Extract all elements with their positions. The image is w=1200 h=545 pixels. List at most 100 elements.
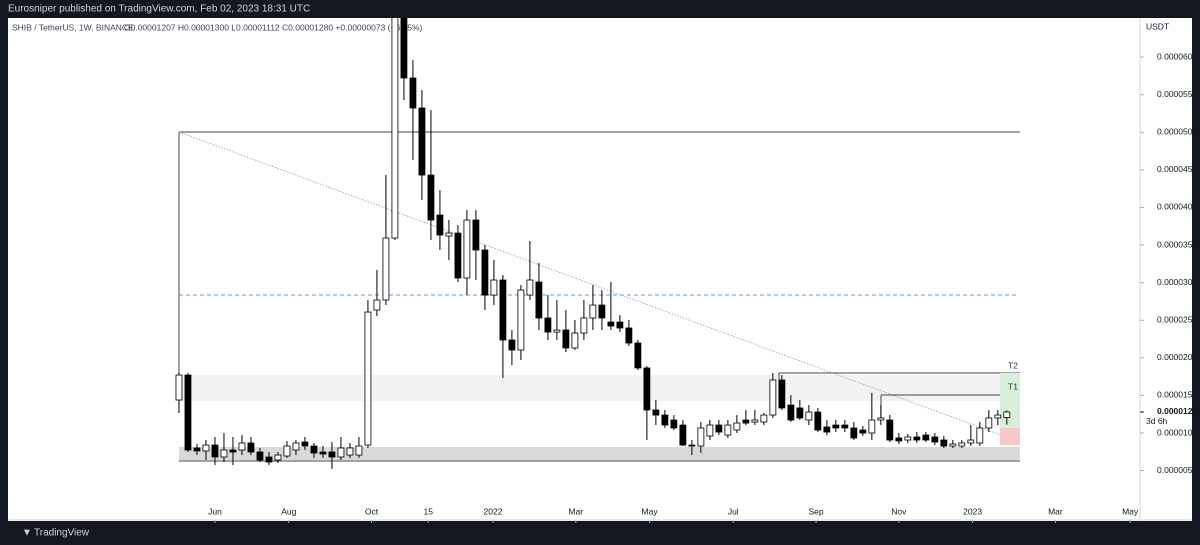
x-tick-label: May [642,506,659,516]
candle-body [706,424,714,437]
y-tick-label: 0.00002000 [1157,352,1200,362]
candle-body [373,299,381,311]
candle-body [886,419,894,441]
candle-body [850,427,858,439]
y-tick-label: 0.00003000 [1157,277,1200,287]
countdown: 3d 6h [1146,416,1168,426]
logo-mark: ▼ [22,528,32,539]
candle-body [562,329,570,349]
candle-body [310,445,318,454]
candle-body [616,321,624,329]
x-tick-label: Jun [208,506,222,516]
y-tick-label: 0.00000500 [1157,465,1200,475]
candle-body [454,232,462,279]
x-tick-label: 15 [423,506,433,516]
candle-body [526,279,534,296]
candle-body [913,436,921,441]
candle-body [859,429,867,434]
candle-body [688,444,696,447]
candle-body [895,437,903,442]
candle-body [184,374,192,451]
candle-body [625,327,633,344]
candle-body [994,414,1002,419]
candle-body [508,339,516,351]
zone-upper [179,375,1020,401]
candle-body [985,417,993,429]
x-tick-label: Nov [891,506,907,516]
candle-body [283,445,291,457]
x-tick-label: Aug [281,506,296,516]
candle-body [319,451,327,455]
candle-body [400,18,408,79]
candle-body [643,367,651,411]
candle-body [229,449,237,453]
candle-body [256,451,264,461]
y-tick-label: 0.00004000 [1157,202,1200,212]
candle-body [841,424,849,429]
candle-body [724,424,732,436]
x-tick-label: Oct [365,506,379,516]
x-tick-label: 2022 [484,506,503,516]
y-tick-label: 0.00002500 [1157,314,1200,324]
candle-body [346,447,354,456]
candle-body [670,419,678,429]
candle-body [445,232,453,237]
y-tick-label: 0.00005000 [1157,127,1200,137]
candle-body [175,374,183,401]
candle-body [598,304,606,319]
last-price-label: 0.00001280 [1157,406,1200,416]
candle-body [769,379,777,416]
candle-body [1003,411,1011,418]
annotation: T2 [1008,360,1018,370]
logo: TradingView [34,528,90,539]
candle-body [391,18,399,239]
candle-body [940,439,948,447]
candle-body [652,409,660,416]
y-tick-label: 0.00003500 [1157,239,1200,249]
candle-body [607,321,615,327]
candle-body [409,77,417,109]
candle-body [292,442,300,451]
x-tick-label: Mar [1048,506,1063,516]
x-tick-label: May [1122,506,1139,516]
candle-body [796,407,804,419]
candles [175,18,1011,470]
candle-body [589,304,597,319]
candle-body [427,174,435,221]
candle-body [742,419,750,424]
publisher-line: Eurosniper published on TradingView.com,… [8,4,310,15]
candle-body [787,404,795,421]
candle-body [355,445,363,456]
candle-body [877,417,885,421]
candle-body [967,439,975,444]
candle-body [868,419,876,434]
candle-body [634,342,642,369]
y-tick-label: 0.00001500 [1157,390,1200,400]
candle-body [247,442,255,453]
candle-body [751,419,759,423]
candle-body [202,444,210,452]
x-tick-label: Jul [728,506,739,516]
axes: 0.00000500 0.00001000 0.00001500 0.00002000… [208,51,1200,523]
stop-box [1000,428,1020,445]
candle-body [436,214,444,236]
y-tick-label: 0.00006000 [1157,51,1200,61]
y-tick-label: 0.00005500 [1157,89,1200,99]
candle-body [328,451,336,458]
annotation: T1 [1008,381,1018,391]
candle-body [382,237,390,301]
candle-body [760,414,768,423]
candle-body [193,447,201,452]
symbol-legend: SHIB / TetherUS, 1W, BINANCE [12,22,134,32]
candle-body [661,414,669,426]
currency-label: USDT [1146,21,1169,31]
candle-body [715,424,723,433]
candle-body [553,329,561,333]
candle-body [472,219,480,251]
candle-body [535,281,543,319]
candle-body [571,332,579,349]
candle-body [931,436,939,443]
candle-body [832,424,840,429]
